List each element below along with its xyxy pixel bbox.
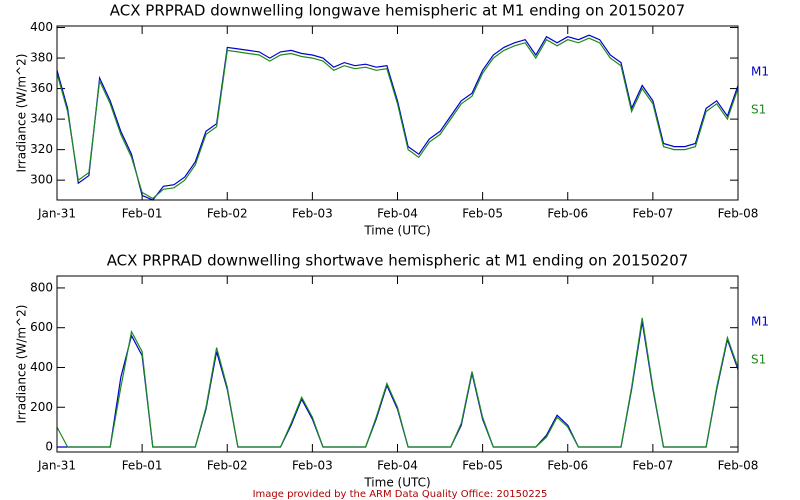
x-tick-label: Feb-04 [377,207,418,221]
legend-label: M1 [751,315,769,329]
y-tick-label: 320 [30,142,53,156]
x-axis-label: Time (UTC) [363,476,430,490]
x-tick-label: Feb-01 [122,459,163,473]
x-tick-label: Feb-08 [718,459,759,473]
x-tick-label: Feb-06 [547,207,588,221]
y-axis-label: Irradiance (W/m^2) [15,54,29,173]
x-axis-label: Time (UTC) [363,224,430,238]
x-tick-label: Feb-04 [377,459,418,473]
y-tick-label: 380 [30,51,53,65]
chart-title: ACX PRPRAD downwelling shortwave hemisph… [107,252,689,270]
plot-frame [56,275,739,453]
data-line [56,37,739,200]
x-tick-label: Feb-08 [718,207,759,221]
y-tick-label: 300 [30,173,53,187]
footer: Image provided by the ARM Data Quality O… [253,489,548,500]
x-tick-label: Feb-06 [547,459,588,473]
legend-label: M1 [751,65,769,79]
x-tick-label: Feb-02 [207,459,248,473]
y-tick-label: 800 [30,280,53,294]
x-tick-label: Jan-31 [37,207,76,221]
data-line [56,34,739,201]
data-line [56,317,739,448]
y-tick-label: 200 [30,400,53,414]
y-tick-label: 400 [30,20,53,34]
data-line [57,321,739,448]
x-tick-label: Feb-07 [632,207,673,221]
y-tick-label: 0 [45,440,53,454]
y-tick-label: 340 [30,112,53,126]
chart-title: ACX PRPRAD downwelling longwave hemisphe… [110,2,685,20]
plot-frame [56,25,739,201]
x-tick-label: Feb-07 [632,459,673,473]
x-tick-label: Feb-02 [207,207,248,221]
y-tick-label: 400 [30,360,53,374]
x-tick-label: Feb-05 [462,207,503,221]
legend-label: S1 [751,353,766,367]
x-tick-label: Feb-05 [462,459,503,473]
legend-label: S1 [751,103,766,117]
x-tick-label: Feb-01 [122,207,163,221]
y-tick-label: 600 [30,320,53,334]
x-tick-label: Feb-03 [292,207,333,221]
y-tick-label: 360 [30,81,53,95]
y-axis-label: Irradiance (W/m^2) [15,305,29,424]
x-tick-label: Feb-03 [292,459,333,473]
x-tick-label: Jan-31 [37,459,76,473]
